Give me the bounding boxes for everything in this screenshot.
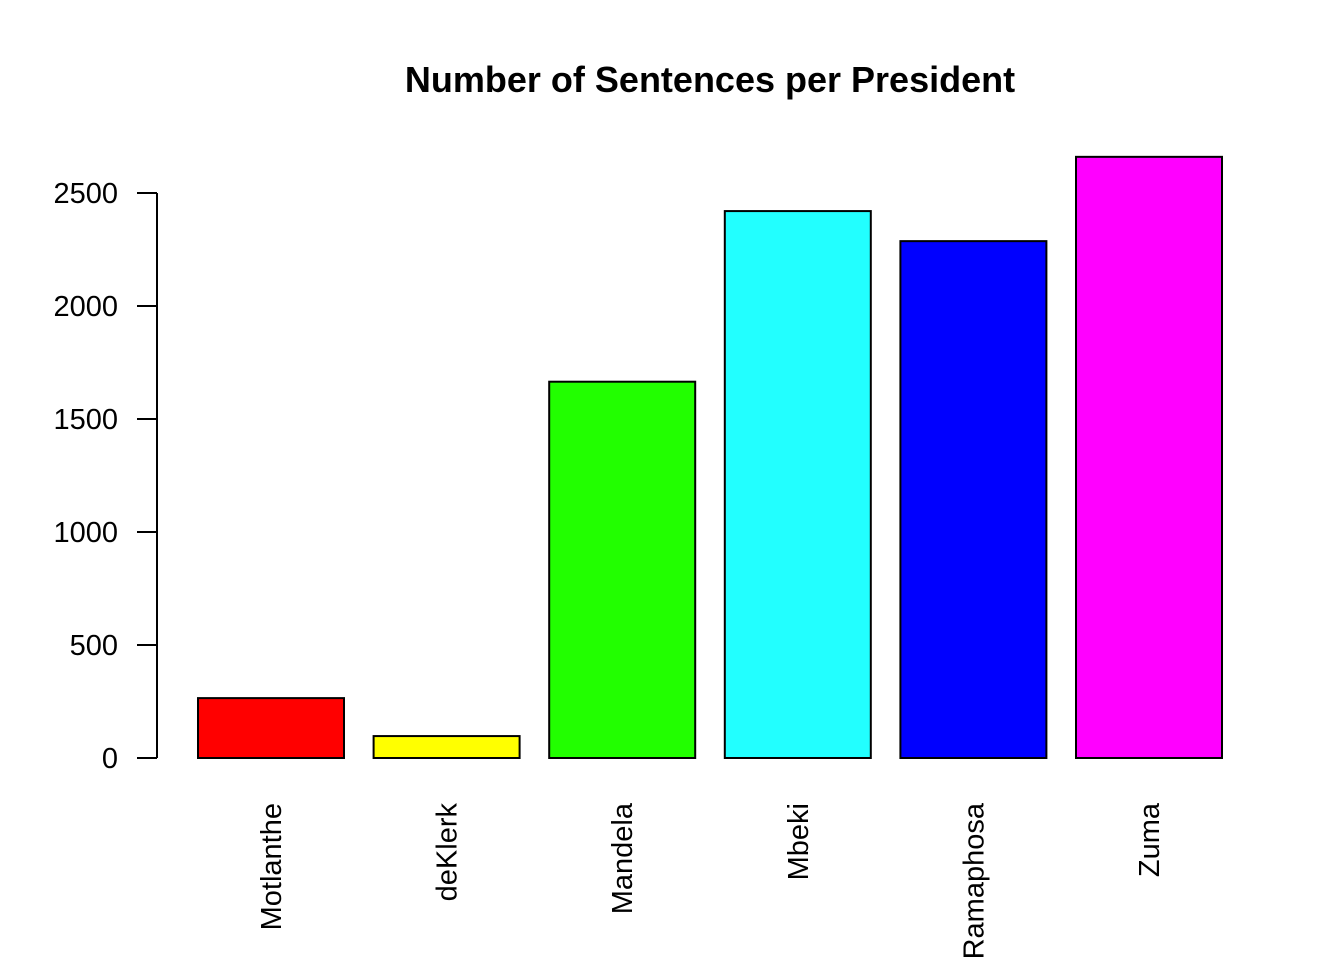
y-tick-label: 1500 bbox=[53, 404, 118, 436]
bar-ramaphosa bbox=[899, 240, 1048, 759]
bar-mandela bbox=[548, 380, 697, 759]
x-label-deklerk: deKlerk bbox=[432, 803, 464, 902]
bar-motlanthe bbox=[197, 697, 345, 759]
x-label-mandela: Mandela bbox=[607, 802, 639, 914]
x-label-zuma: Zuma bbox=[1134, 802, 1166, 877]
chart-title: Number of Sentences per President bbox=[405, 59, 1015, 100]
x-label-mbeki: Mbeki bbox=[783, 803, 815, 880]
y-tick-label: 2000 bbox=[53, 291, 118, 323]
bars bbox=[197, 155, 1223, 760]
y-tick-label: 1000 bbox=[53, 517, 118, 549]
bar-deklerk bbox=[372, 735, 521, 760]
x-axis-labels: Motlanthe deKlerk Mandela Mbeki Ramaphosa Zum… bbox=[256, 802, 1166, 959]
y-tick-label: 500 bbox=[70, 630, 118, 662]
bar-mbeki bbox=[723, 210, 872, 759]
x-label-motlanthe: Motlanthe bbox=[256, 803, 288, 930]
y-tick-label: 0 bbox=[102, 743, 118, 775]
bar-zuma bbox=[1075, 155, 1223, 759]
y-axis: 0 500 1000 1500 2000 2500 bbox=[53, 178, 158, 775]
y-tick-label: 2500 bbox=[53, 178, 118, 210]
x-label-ramaphosa: Ramaphosa bbox=[958, 802, 990, 959]
